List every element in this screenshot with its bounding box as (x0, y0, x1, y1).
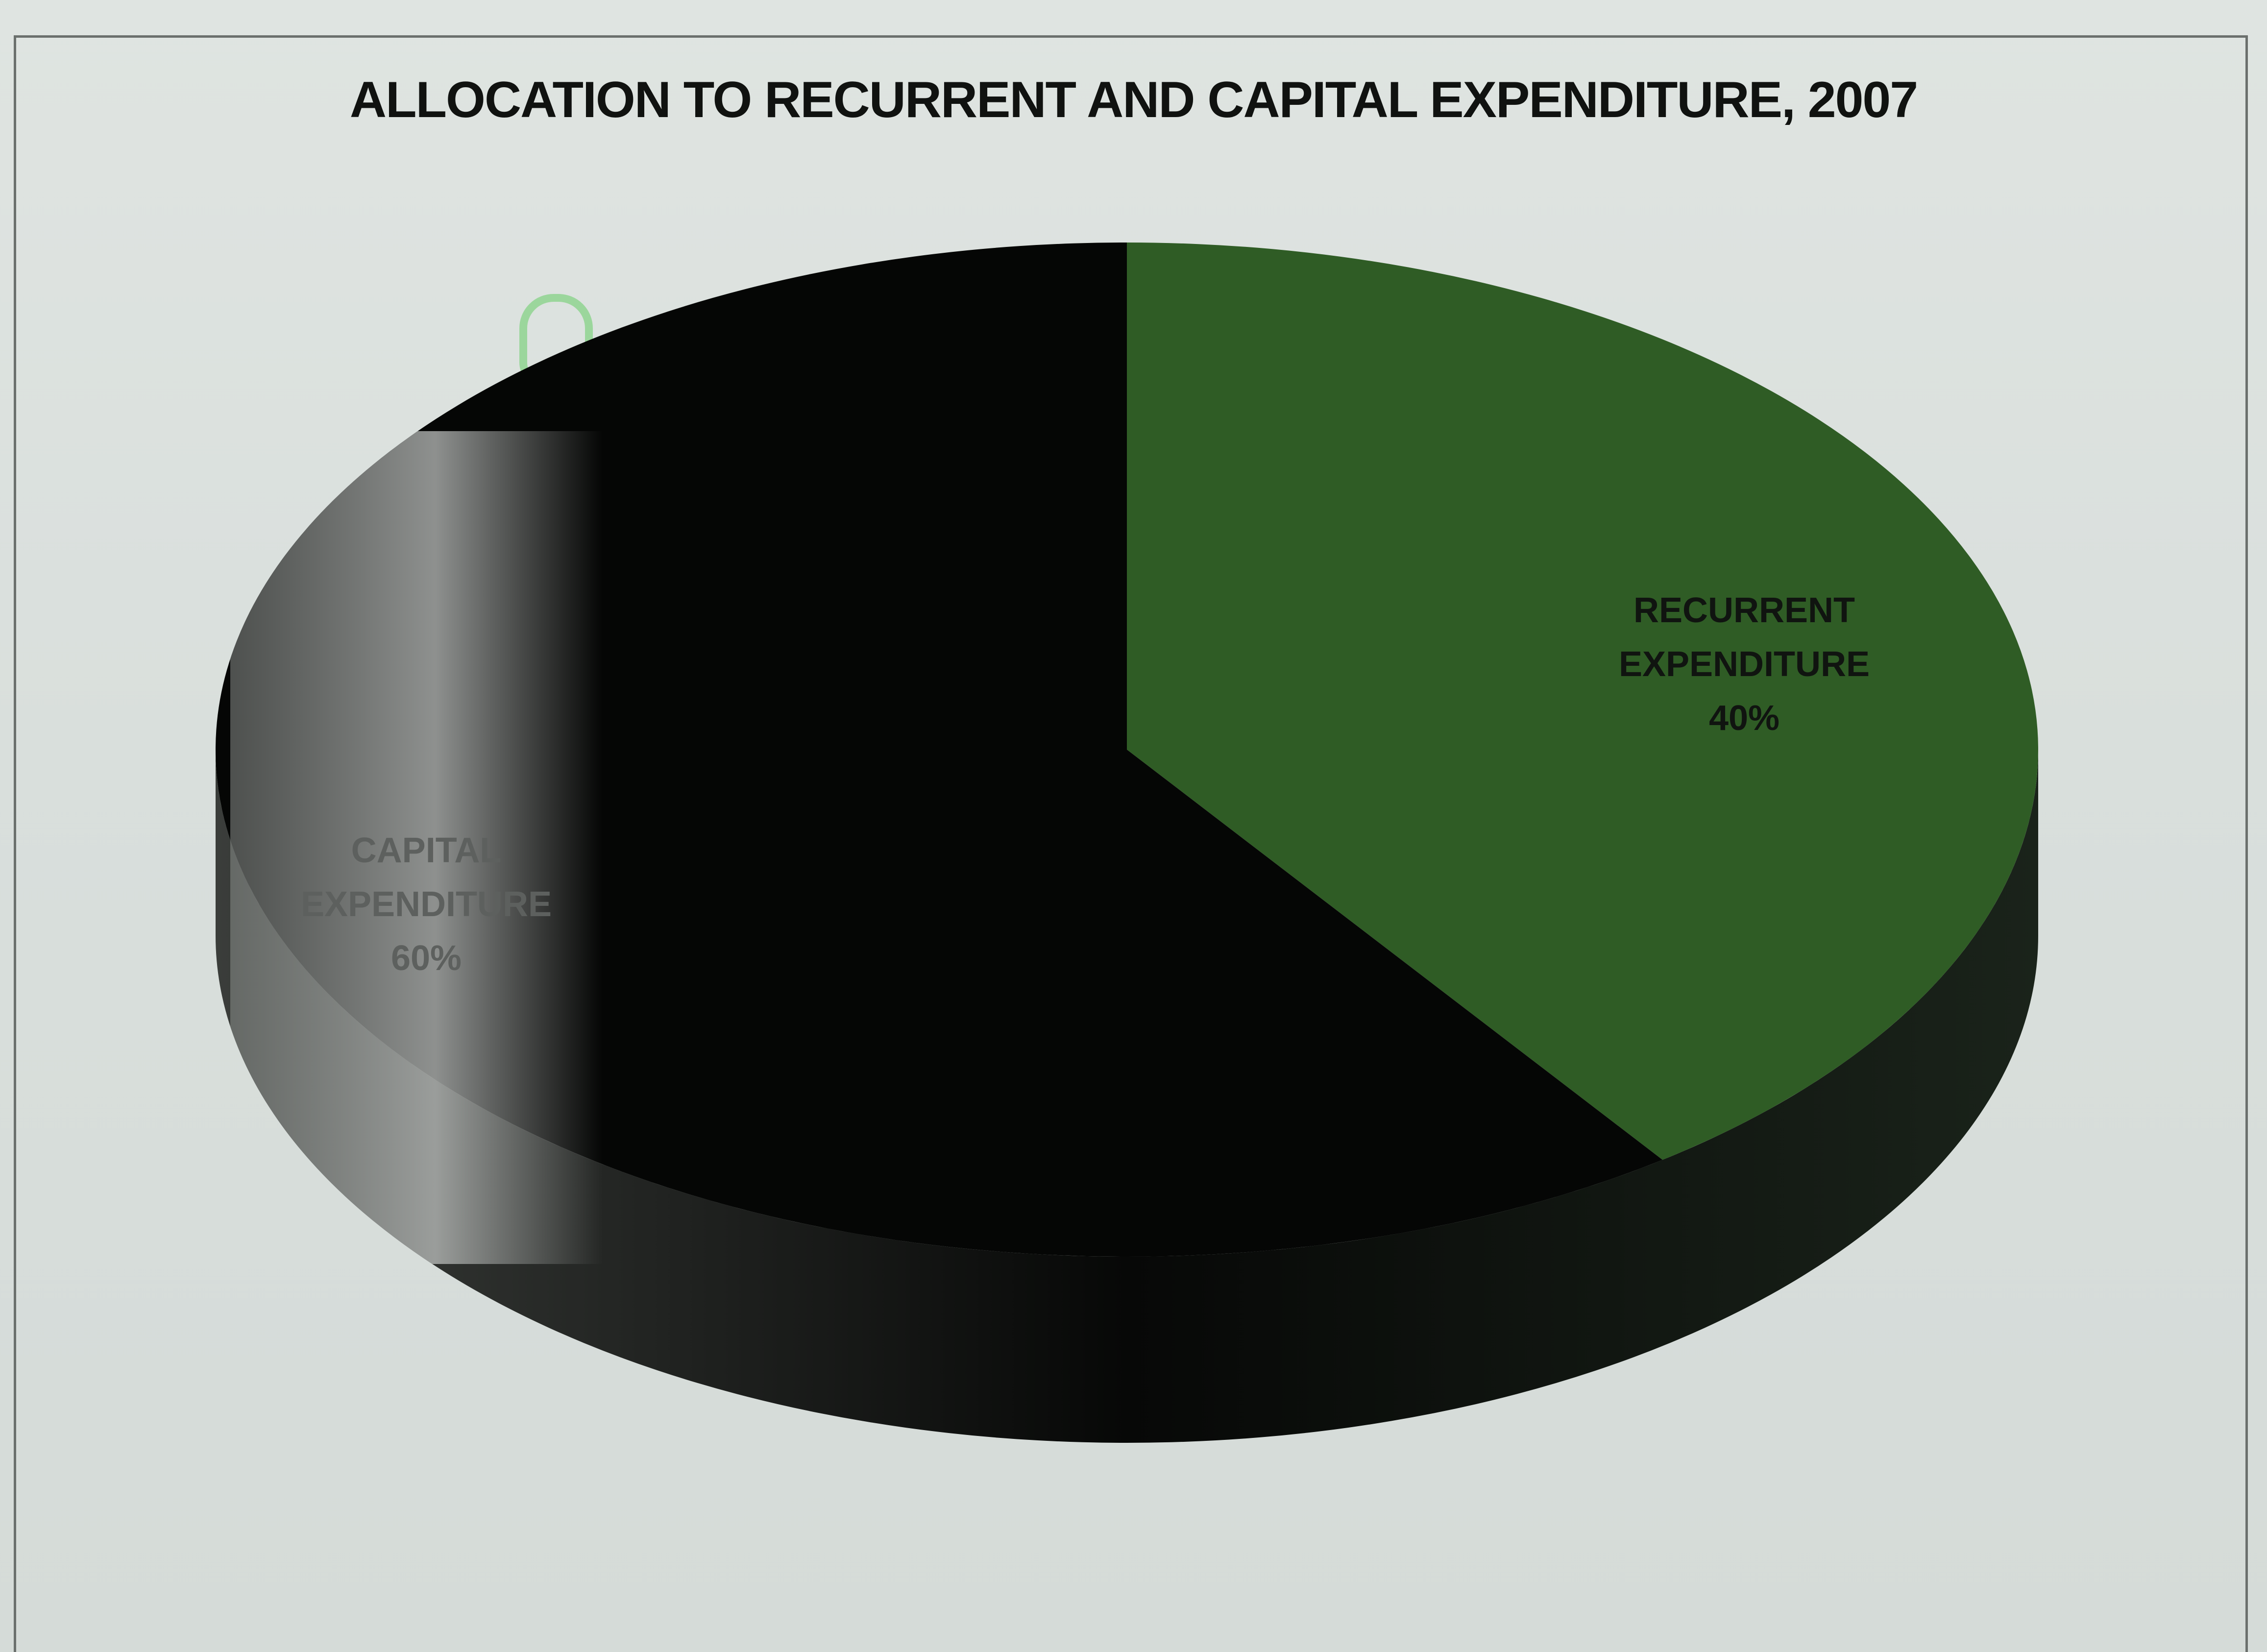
pie-side-wall (216, 750, 2038, 1443)
pie-slice-recurrent-expenditure (1127, 243, 2038, 1160)
chart-frame (14, 35, 2248, 1652)
chart-title: ALLOCATION TO RECURRENT AND CAPITAL EXPE… (349, 72, 1918, 128)
slice-label: RECURRENT EXPENDITURE 40% (1619, 591, 1870, 738)
slice-label: CAPITAL EXPENDITURE 60% (301, 831, 552, 978)
glare-overlay (230, 431, 603, 1264)
